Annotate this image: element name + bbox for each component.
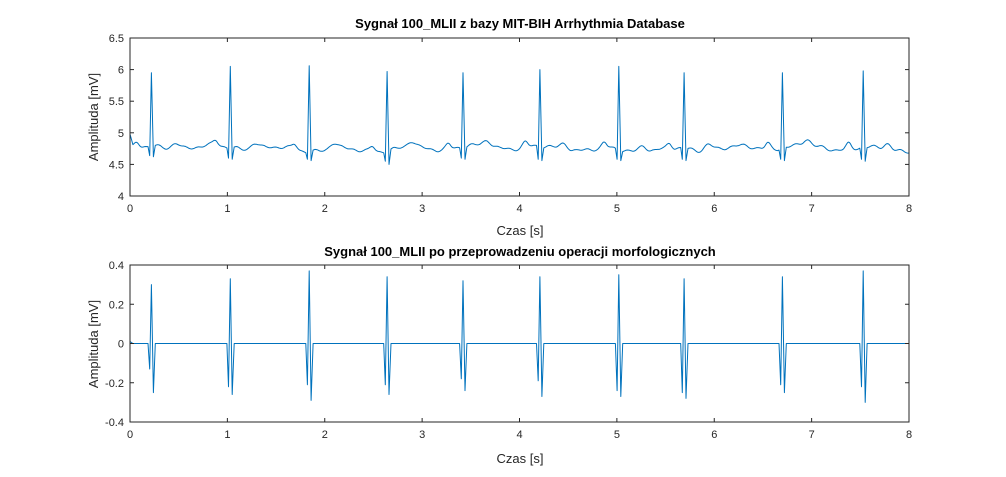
bottom-chart-y-tick-label: 0.2	[109, 299, 124, 311]
top-chart-y-tick-label: 4.5	[109, 159, 124, 171]
top-chart-x-tick-label: 6	[711, 203, 717, 215]
bottom-chart-signal-line	[129, 270, 909, 403]
bottom-chart-x-tick-label: 6	[711, 429, 717, 441]
bottom-chart-x-tick-label: 1	[224, 429, 230, 441]
bottom-chart: Sygnał 100_MLII po przeprowadzeniu opera…	[86, 244, 912, 466]
bottom-chart-x-tick-label: 2	[322, 429, 328, 441]
top-chart-x-tick-label: 5	[614, 203, 620, 215]
bottom-chart-x-tick-label: 0	[127, 429, 133, 441]
bottom-chart-x-tick-label: 7	[809, 429, 815, 441]
top-chart-title: Sygnał 100_MLII z bazy MIT-BIH Arrhythmi…	[355, 16, 685, 31]
top-chart-x-tick-label: 2	[322, 203, 328, 215]
bottom-chart-x-axis-label: Czas [s]	[497, 451, 544, 466]
top-chart-x-tick-label: 4	[516, 203, 522, 215]
top-chart-x-tick-label: 8	[906, 203, 912, 215]
top-chart-x-axis-label: Czas [s]	[497, 223, 544, 238]
top-chart-x-tick-label: 7	[809, 203, 815, 215]
top-chart-y-tick-label: 5.5	[109, 96, 124, 108]
top-chart-y-tick-label: 4	[118, 191, 124, 203]
bottom-chart-y-tick-label: -0.2	[105, 378, 124, 390]
top-chart-y-tick-label: 5	[118, 128, 124, 140]
bottom-chart-title: Sygnał 100_MLII po przeprowadzeniu opera…	[324, 244, 716, 259]
top-chart-ticks: 0 1 2 3 4 5 6 7 8 4 4.5 5 5.5 6 6.5	[109, 33, 912, 215]
bottom-chart-x-tick-label: 5	[614, 429, 620, 441]
top-chart-x-tick-label: 0	[127, 203, 133, 215]
top-chart-x-tick-label: 1	[224, 203, 230, 215]
bottom-chart-x-tick-label: 8	[906, 429, 912, 441]
bottom-chart-x-tick-label: 4	[516, 429, 522, 441]
top-chart-y-axis-label: Amplituda [mV]	[86, 73, 101, 161]
top-chart-y-tick-label: 6.5	[109, 33, 124, 45]
bottom-chart-ticks: 0 1 2 3 4 5 6 7 8 -0.4 -0.2 0 0.2 0.4	[105, 260, 912, 441]
top-chart-signal-line	[129, 65, 910, 165]
top-chart-y-tick-label: 6	[118, 65, 124, 77]
top-chart: Sygnał 100_MLII z bazy MIT-BIH Arrhythmi…	[86, 16, 912, 238]
bottom-chart-x-tick-label: 3	[419, 429, 425, 441]
bottom-chart-y-tick-label: -0.4	[105, 417, 124, 429]
top-chart-x-tick-label: 3	[419, 203, 425, 215]
bottom-chart-y-tick-label: 0	[118, 339, 124, 351]
bottom-chart-y-axis-label: Amplituda [mV]	[86, 300, 101, 388]
bottom-chart-y-tick-label: 0.4	[109, 260, 124, 272]
